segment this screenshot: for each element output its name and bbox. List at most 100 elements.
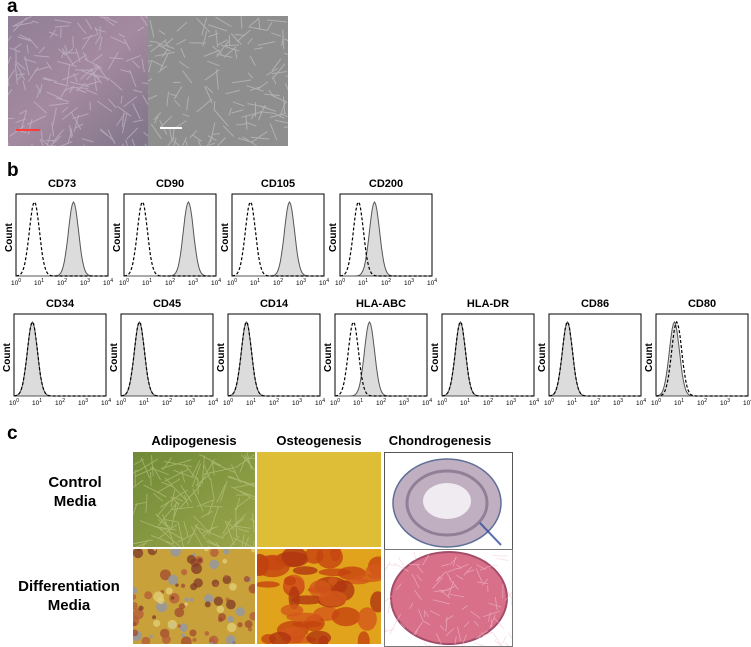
tick-label: 102: [273, 278, 283, 287]
histogram-plot: [549, 314, 641, 396]
histogram-hla-abc: [335, 314, 427, 396]
tick-label: 104: [315, 398, 325, 407]
chondro-diff-image: [385, 550, 512, 646]
tick-label: 104: [529, 398, 539, 407]
histogram-title: CD105: [232, 178, 324, 190]
histogram-plot: [14, 314, 106, 396]
count-axis-label: Count: [644, 343, 655, 372]
tick-label: 102: [697, 398, 707, 407]
tick-label: 104: [743, 398, 751, 407]
histogram-title: CD200: [340, 178, 432, 190]
tick-label: 103: [404, 278, 414, 287]
chondro-control-image: [385, 453, 512, 549]
tick-label: 101: [353, 398, 363, 407]
tick-label: 102: [381, 278, 391, 287]
histogram-plot: [124, 194, 216, 276]
histogram-plot: [16, 194, 108, 276]
tick-label: 103: [188, 278, 198, 287]
tick-label: 104: [319, 278, 329, 287]
histogram-title: CD86: [549, 298, 641, 310]
tick-label: 103: [506, 398, 516, 407]
tick-label: 104: [208, 398, 218, 407]
tick-label: 102: [55, 398, 65, 407]
count-axis-label: Count: [220, 223, 231, 252]
histogram-plot: [656, 314, 748, 396]
tick-label: 104: [103, 278, 113, 287]
tick-label: 100: [544, 398, 554, 407]
histogram-plot: [232, 194, 324, 276]
histogram-cd34: [14, 314, 106, 396]
histogram-plot: [335, 314, 427, 396]
tick-label: 103: [292, 398, 302, 407]
count-axis-label: Count: [109, 343, 120, 372]
micrograph-left: [8, 16, 148, 146]
tick-label: 103: [296, 278, 306, 287]
adipo-diff-image: [133, 549, 255, 644]
row-label-control-media-text: Control Media: [48, 474, 101, 510]
micrograph-left-image: [8, 16, 148, 146]
scale-bar-right: [160, 127, 182, 129]
histogram-cd200: [340, 194, 432, 276]
column-header-osteogenesis: Osteogenesis: [257, 433, 381, 448]
tick-label: 103: [185, 398, 195, 407]
tick-label: 103: [720, 398, 730, 407]
tick-label: 100: [437, 398, 447, 407]
tick-label: 101: [358, 278, 368, 287]
tick-label: 100: [227, 278, 237, 287]
image-adipogenesis-control: [133, 452, 255, 547]
tick-label: 101: [250, 278, 260, 287]
osteo-control-image: [257, 452, 381, 547]
tick-label: 102: [376, 398, 386, 407]
count-axis-label: Count: [328, 223, 339, 252]
image-osteogenesis-differentiation: [257, 549, 381, 644]
tick-label: 102: [162, 398, 172, 407]
tick-label: 101: [32, 398, 42, 407]
histogram-title: HLA-DR: [442, 298, 534, 310]
tick-label: 101: [34, 278, 44, 287]
histogram-cd90: [124, 194, 216, 276]
tick-label: 101: [139, 398, 149, 407]
count-axis-label: Count: [537, 343, 548, 372]
histogram-cd86: [549, 314, 641, 396]
tick-label: 104: [636, 398, 646, 407]
tick-label: 100: [335, 278, 345, 287]
image-osteogenesis-control: [257, 452, 381, 547]
tick-label: 102: [590, 398, 600, 407]
row-label-differentiation-media-text: Differentiation Media: [18, 578, 120, 614]
tick-label: 100: [651, 398, 661, 407]
panel-label-c: c: [7, 423, 18, 445]
tick-label: 103: [399, 398, 409, 407]
image-chondrogenesis-differentiation: [384, 549, 513, 647]
histogram-title: CD34: [14, 298, 106, 310]
tick-label: 102: [57, 278, 67, 287]
tick-label: 103: [78, 398, 88, 407]
histogram-plot: [340, 194, 432, 276]
tick-label: 103: [613, 398, 623, 407]
count-axis-label: Count: [430, 343, 441, 372]
adipo-control-image: [133, 452, 255, 547]
tick-label: 101: [246, 398, 256, 407]
histogram-plot: [121, 314, 213, 396]
column-header-adipogenesis: Adipogenesis: [133, 433, 255, 448]
histogram-plot: [442, 314, 534, 396]
count-axis-label: Count: [2, 343, 13, 372]
tick-label: 104: [101, 398, 111, 407]
tick-label: 102: [165, 278, 175, 287]
tick-label: 100: [119, 278, 129, 287]
histogram-title: CD45: [121, 298, 213, 310]
count-axis-label: Count: [216, 343, 227, 372]
tick-label: 100: [116, 398, 126, 407]
image-adipogenesis-differentiation: [133, 549, 255, 644]
histogram-title: CD14: [228, 298, 320, 310]
tick-label: 100: [11, 278, 21, 287]
histogram-cd73: [16, 194, 108, 276]
tick-label: 100: [223, 398, 233, 407]
tick-label: 104: [427, 278, 437, 287]
tick-label: 102: [483, 398, 493, 407]
tick-label: 101: [567, 398, 577, 407]
histogram-hla-dr: [442, 314, 534, 396]
tick-label: 103: [80, 278, 90, 287]
histogram-title: CD73: [16, 178, 108, 190]
histogram-cd14: [228, 314, 320, 396]
tick-label: 104: [422, 398, 432, 407]
